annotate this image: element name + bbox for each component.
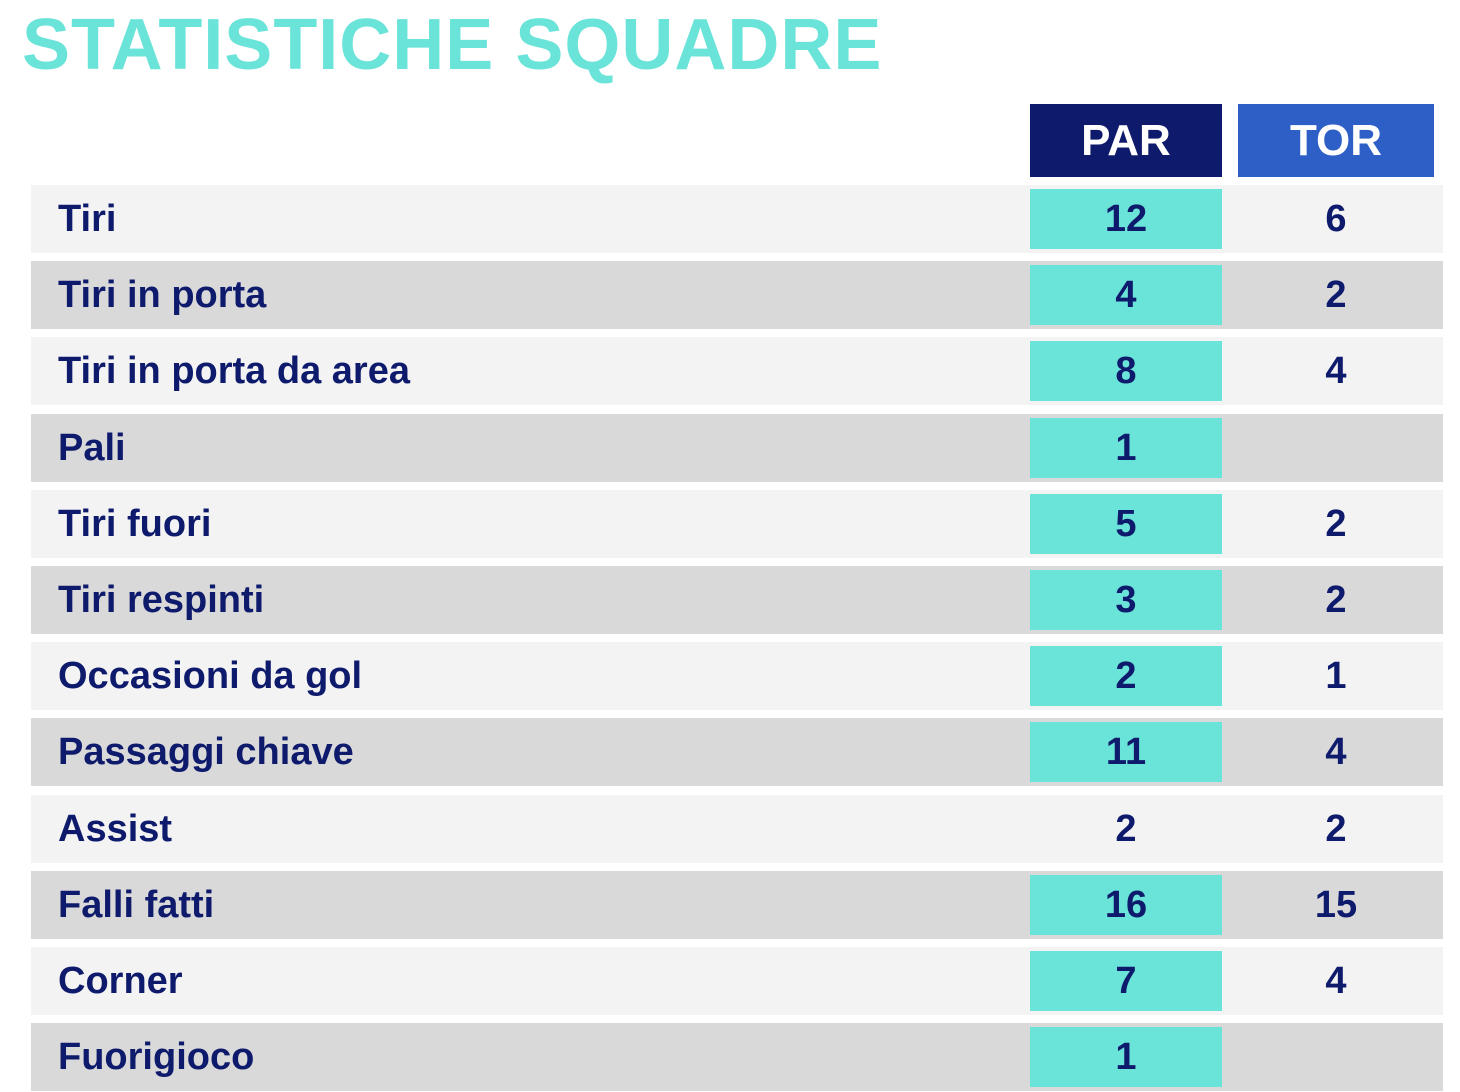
row-label: Assist — [58, 808, 173, 850]
table-row: Corner 7 4 — [31, 947, 1443, 1015]
tor-value-cell: 1 — [1325, 655, 1347, 697]
tor-value-cell: 2 — [1325, 808, 1347, 850]
tor-value-cell: 15 — [1314, 884, 1358, 926]
table-row: Fuorigioco 1 — [31, 1023, 1443, 1091]
row-label: Passaggi chiave — [58, 731, 354, 773]
par-value-cell: 8 — [1030, 341, 1222, 401]
row-label: Tiri in porta da area — [58, 350, 410, 392]
table-row: Passaggi chiave 11 4 — [31, 718, 1443, 786]
par-value-cell: 2 — [1030, 646, 1222, 706]
row-label: Tiri respinti — [58, 579, 265, 621]
tor-value-cell: 2 — [1325, 274, 1347, 316]
table-row: Occasioni da gol 2 1 — [31, 642, 1443, 710]
table-row: Falli fatti 16 15 — [31, 871, 1443, 939]
par-value-cell: 5 — [1030, 494, 1222, 554]
tor-value-cell: 6 — [1325, 198, 1347, 240]
table-row: Tiri respinti 3 2 — [31, 566, 1443, 634]
row-label: Occasioni da gol — [58, 655, 363, 697]
tor-value-cell — [1238, 1023, 1434, 1091]
row-label: Tiri in porta — [58, 274, 267, 316]
par-value-cell: 12 — [1030, 189, 1222, 249]
tor-value-cell: 4 — [1325, 960, 1347, 1002]
row-label: Pali — [58, 427, 126, 469]
table-row: Tiri in porta da area 8 4 — [31, 337, 1443, 405]
row-label: Falli fatti — [58, 884, 215, 926]
tor-value-cell: 4 — [1325, 731, 1347, 773]
tor-value-cell: 2 — [1325, 503, 1347, 545]
table-row: Tiri fuori 5 2 — [31, 490, 1443, 558]
row-label: Tiri fuori — [58, 503, 212, 545]
par-value-cell: 16 — [1030, 875, 1222, 935]
page-title: STATISTICHE SQUADRE — [22, 5, 883, 85]
column-header-par: PAR — [1030, 104, 1222, 177]
table-row: Assist 2 2 — [31, 795, 1443, 863]
table-row: Pali 1 — [31, 414, 1443, 482]
row-label: Tiri — [58, 198, 117, 240]
par-value-cell: 1 — [1030, 418, 1222, 478]
par-value-cell: 7 — [1030, 951, 1222, 1011]
column-header-tor: TOR — [1238, 104, 1434, 177]
tor-value-cell: 4 — [1325, 350, 1347, 392]
par-value-cell: 11 — [1030, 722, 1222, 782]
par-value-cell: 1 — [1030, 1027, 1222, 1087]
tor-value-cell: 2 — [1325, 579, 1347, 621]
row-label: Corner — [58, 960, 183, 1002]
par-value-cell: 2 — [1115, 808, 1137, 850]
table-row: Tiri 12 6 — [31, 185, 1443, 253]
par-value-cell: 3 — [1030, 570, 1222, 630]
row-label: Fuorigioco — [58, 1036, 255, 1078]
tor-value-cell — [1238, 414, 1434, 482]
par-value-cell: 4 — [1030, 265, 1222, 325]
table-row: Tiri in porta 4 2 — [31, 261, 1443, 329]
